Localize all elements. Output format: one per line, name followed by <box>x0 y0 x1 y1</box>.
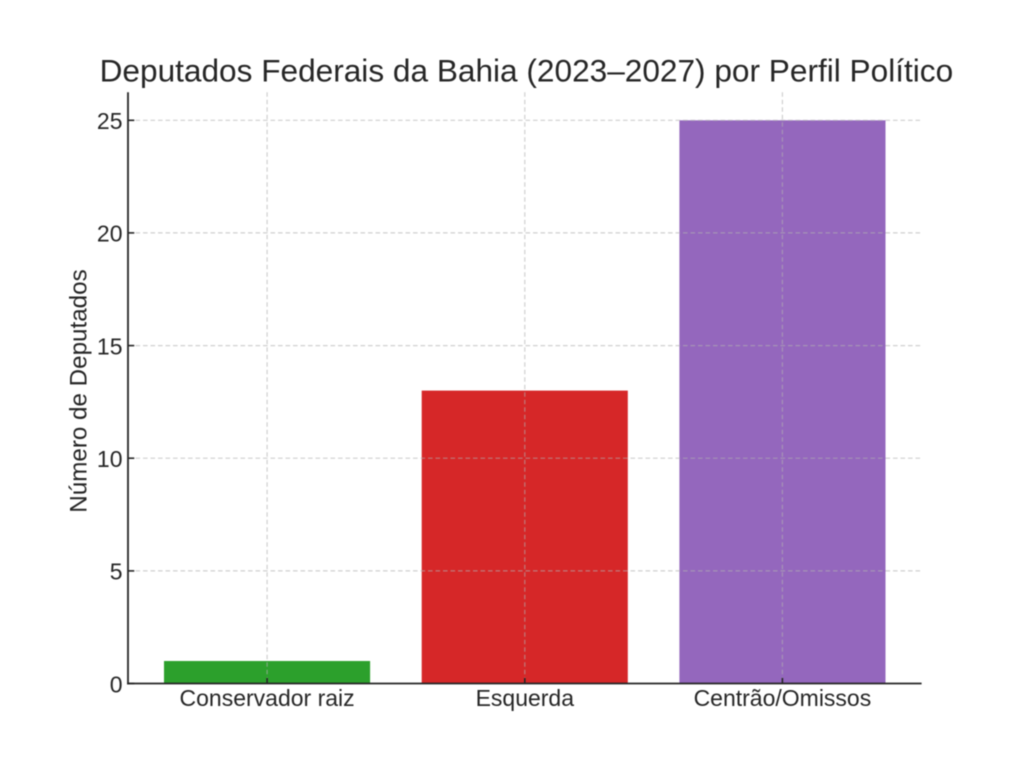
svg-text:10: 10 <box>97 446 123 472</box>
svg-text:25: 25 <box>97 108 123 134</box>
svg-text:20: 20 <box>97 221 123 247</box>
svg-text:Esquerda: Esquerda <box>476 685 575 711</box>
svg-text:Centrão/Omissos: Centrão/Omissos <box>694 685 872 711</box>
svg-text:5: 5 <box>110 559 123 585</box>
svg-text:0: 0 <box>110 671 123 697</box>
svg-text:15: 15 <box>97 333 123 359</box>
svg-text:Conservador raiz: Conservador raiz <box>180 685 355 711</box>
svg-text:Deputados Federais da Bahia (2: Deputados Federais da Bahia (2023–2027) … <box>100 52 954 88</box>
svg-text:Número de Deputados: Número de Deputados <box>66 269 93 512</box>
